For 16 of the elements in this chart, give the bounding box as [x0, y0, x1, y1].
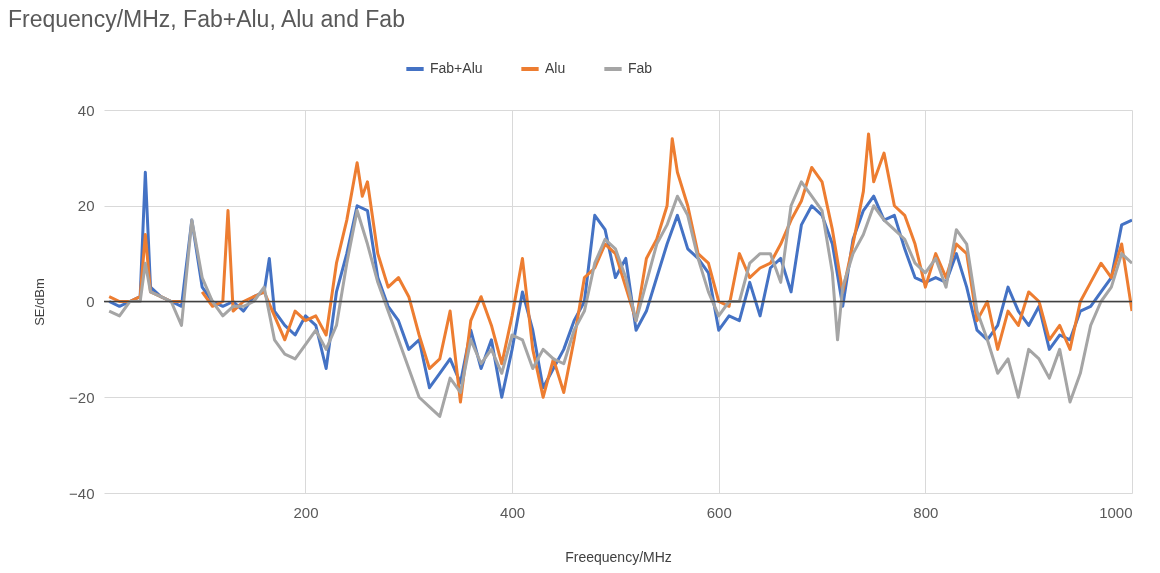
- legend-label: Fab+Alu: [430, 60, 483, 76]
- y-tick-label: −40: [69, 484, 95, 502]
- x-tick-label: 800: [913, 503, 939, 521]
- x-tick-label: 1000: [1099, 503, 1133, 521]
- y-tick-label: 20: [77, 197, 95, 215]
- y-tick-label: −20: [69, 388, 95, 406]
- x-axis-title: Freequency/MHz: [565, 548, 672, 565]
- y-axis-title: SE/dBm: [32, 278, 48, 326]
- x-tick-label: 400: [500, 503, 526, 521]
- chart-title: Frequency/MHz, Fab+Alu, Alu and Fab: [8, 6, 405, 32]
- y-tick-label: 0: [86, 293, 95, 310]
- legend-label: Fab: [628, 60, 653, 76]
- y-tick-label: 40: [77, 101, 95, 119]
- legend-label: Alu: [545, 60, 566, 76]
- x-tick-label: 200: [293, 503, 319, 521]
- x-tick-label: 600: [706, 503, 732, 521]
